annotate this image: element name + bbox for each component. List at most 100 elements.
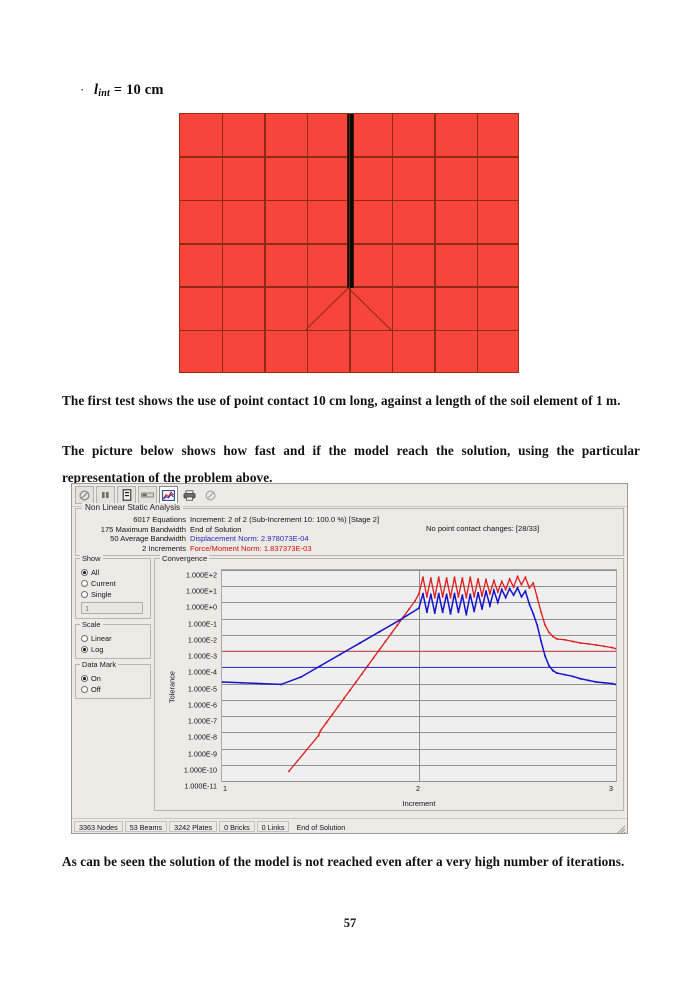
data-mark	[418, 592, 420, 595]
data-mark-group-title: Data Mark	[80, 660, 119, 669]
data-mark	[414, 600, 416, 602]
y-tick-0: 1.000E+2	[186, 570, 217, 580]
data-mark	[571, 640, 574, 643]
data-mark	[288, 770, 290, 773]
data-mark	[615, 683, 616, 686]
toolbar-button-progress-bar[interactable]	[138, 486, 157, 504]
toolbar	[72, 484, 627, 507]
print-icon	[183, 489, 196, 501]
radio-show-all-label: All	[91, 568, 100, 577]
data-mark	[497, 601, 499, 604]
pause-icon	[100, 490, 111, 500]
radio-show-all[interactable]: All	[81, 568, 150, 577]
toolbar-button-stop[interactable]	[75, 486, 94, 504]
data-mark	[449, 613, 452, 615]
y-tick-2: 1.000E+0	[186, 602, 217, 612]
data-mark	[563, 673, 566, 676]
x-tick-0: 1	[223, 784, 227, 793]
analysis-stat-1: 175 Maximum Bandwidth	[100, 524, 186, 534]
cancel-icon	[205, 489, 216, 501]
single-increment-input[interactable]: 1	[81, 602, 143, 614]
data-mark	[548, 631, 550, 634]
convergence-title: Convergence	[160, 554, 210, 563]
data-mark	[611, 682, 613, 685]
data-mark-group: Data Mark On Off	[75, 660, 151, 699]
data-mark	[437, 592, 440, 595]
data-mark	[453, 576, 456, 579]
analysis-line-3: Force/Moment Norm: 1.837373E-03	[190, 543, 312, 553]
series-line-1	[222, 586, 616, 686]
data-mark	[516, 575, 519, 578]
analysis-stat-2: 50 Average Bandwidth	[110, 534, 186, 544]
toolbar-button-chart[interactable]	[159, 486, 178, 504]
toolbar-button-cancel[interactable]	[201, 486, 220, 504]
symbol-subscript: int	[98, 88, 110, 99]
data-mark	[548, 664, 550, 667]
radio-dot-icon	[81, 569, 88, 576]
data-mark	[457, 595, 460, 598]
analysis-stats-column: 6017 Equations 175 Maximum Bandwidth 50 Av…	[78, 515, 186, 553]
data-mark	[552, 635, 554, 638]
resize-grip-icon[interactable]	[616, 822, 626, 835]
data-mark	[457, 611, 460, 614]
data-mark	[587, 643, 590, 645]
y-axis-ticks: 1.000E+2 1.000E+1 1.000E+0 1.000E-1 1.000E-2…	[163, 569, 219, 791]
data-mark	[445, 593, 448, 596]
data-mark	[532, 613, 535, 615]
data-mark	[418, 607, 420, 610]
radio-show-current[interactable]: Current	[81, 579, 150, 588]
analysis-stat-3: 2 Increments	[142, 543, 186, 553]
toolbar-button-page[interactable]	[117, 486, 136, 504]
bullet-marker: ·	[80, 82, 85, 97]
data-mark	[556, 672, 558, 674]
scale-group-title: Scale	[80, 620, 103, 629]
y-tick-4: 1.000E-2	[187, 635, 217, 645]
plot-wrapper: Tolerance 1.000E+2 1.000E+1 1.000E+0 1.000E…	[155, 563, 621, 810]
radio-show-single[interactable]: Single	[81, 590, 150, 599]
radio-dot-icon	[81, 580, 88, 587]
data-mark	[430, 577, 432, 580]
analysis-title: Non Linear Static Analysis	[82, 503, 184, 512]
mesh-gridline-horizontal	[179, 329, 519, 332]
data-mark	[465, 596, 468, 599]
radio-scale-log[interactable]: Log	[81, 645, 150, 654]
analysis-info-panel: Non Linear Static Analysis 6017 Equation…	[75, 503, 624, 556]
data-mark	[433, 612, 436, 614]
data-mark	[544, 655, 546, 657]
radio-mark-off-label: Off	[91, 685, 101, 694]
y-tick-11: 1.000E-9	[187, 749, 217, 759]
pile-core	[348, 113, 350, 288]
paragraph-first-test: The first test shows the use of point co…	[62, 393, 621, 408]
data-mark	[603, 645, 606, 648]
analysis-line-0: Increment: 2 of 2 (Sub-Increment 10: 100…	[190, 515, 380, 524]
data-mark	[473, 610, 476, 613]
toolbar-button-print[interactable]	[180, 486, 199, 504]
radio-scale-linear[interactable]: Linear	[81, 634, 150, 643]
radio-dot-icon	[81, 591, 88, 598]
data-mark	[372, 656, 375, 659]
radio-dot-icon	[81, 686, 88, 693]
data-mark	[508, 587, 511, 590]
radio-mark-off[interactable]: Off	[81, 685, 150, 694]
data-mark	[260, 682, 263, 685]
point-contact-note: No point contact changes: [28/33]	[426, 524, 540, 534]
status-cell-2: 3242 Plates	[169, 820, 218, 832]
data-mark	[437, 576, 440, 579]
data-mark	[512, 594, 515, 597]
data-mark	[430, 593, 432, 596]
data-mark	[433, 596, 436, 599]
x-axis-label: Increment	[402, 799, 436, 808]
progress-bar-icon	[141, 491, 154, 499]
radio-dot-icon	[81, 675, 88, 682]
data-mark	[222, 681, 223, 683]
y-tick-8: 1.000E-6	[187, 700, 217, 710]
status-cell-3: 0 Bricks	[219, 820, 255, 832]
analysis-line-2: Displacement Norm: 2.978073E-04	[190, 534, 309, 544]
data-mark	[441, 595, 444, 598]
data-mark	[504, 588, 507, 591]
data-mark	[595, 644, 598, 646]
data-mark	[528, 603, 531, 605]
radio-mark-on[interactable]: On	[81, 674, 150, 683]
data-mark	[426, 595, 428, 598]
toolbar-button-pause[interactable]	[96, 486, 115, 504]
